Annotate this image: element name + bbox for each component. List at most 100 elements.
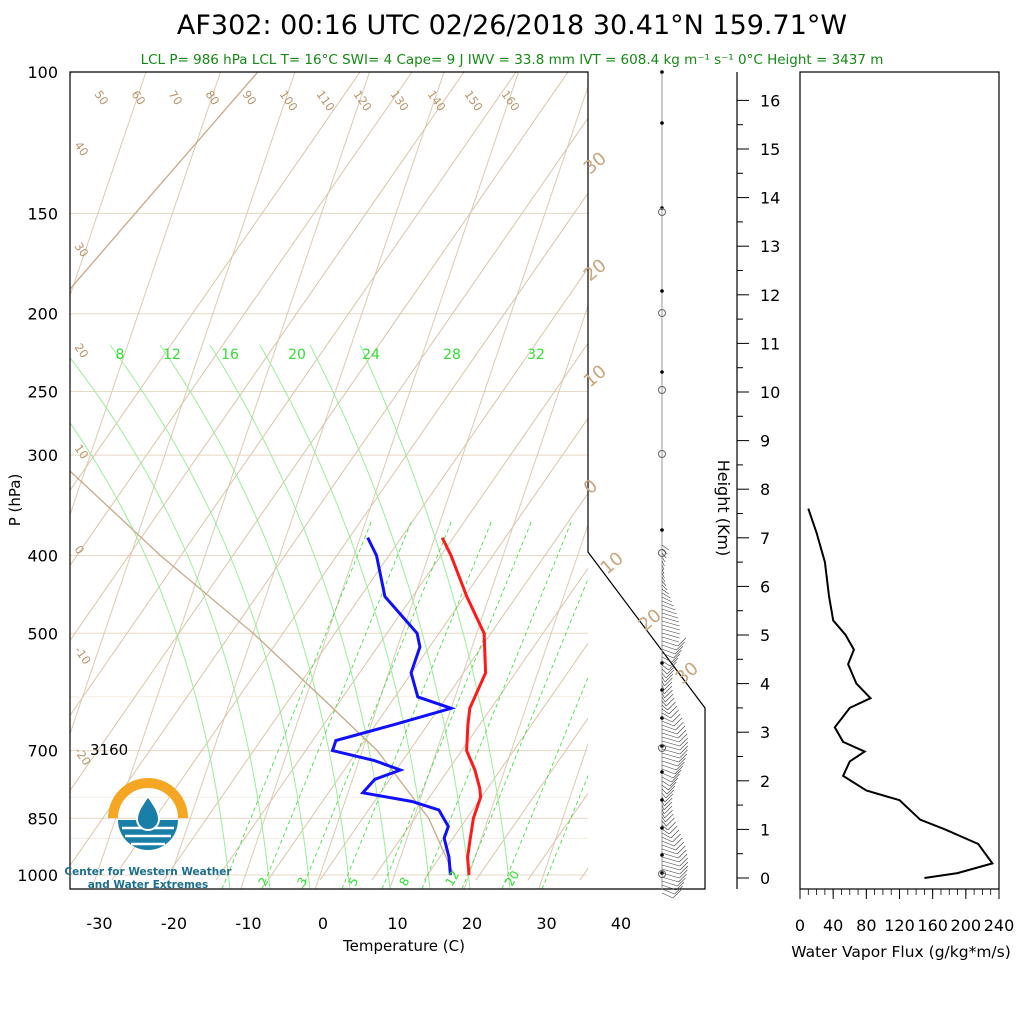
wind-barb-flag (664, 809, 673, 819)
wind-barb-flag (666, 665, 676, 675)
wind-barb-flag (663, 685, 673, 695)
wind-barb-flag (670, 709, 679, 719)
dry-adiabat-label: 130 (388, 88, 412, 114)
wind-barb (661, 688, 665, 695)
wind-barb-flag (674, 765, 684, 775)
wind-barb-flag (665, 669, 675, 679)
wind-barb (661, 832, 672, 839)
height-tick-label: 9 (760, 432, 770, 451)
wind-dot (660, 70, 664, 74)
dry-adiabat-line (111, 192, 588, 881)
wind-barb (661, 596, 673, 603)
flux-panel-frame (799, 71, 1000, 890)
wind-barb (661, 592, 671, 599)
moist-adiabat-line (70, 421, 231, 889)
dry-adiabat-line (788, 72, 1024, 880)
moist-adiabat-label: 20 (288, 347, 306, 363)
wind-barb (661, 584, 668, 591)
annotation-3160: 3160 (90, 741, 128, 759)
wind-barb-flag (672, 889, 682, 899)
wind-barb-flag (678, 873, 687, 883)
isotherm-line (165, 72, 445, 889)
wind-barb (661, 544, 669, 551)
dry-adiabat-line (70, 72, 465, 642)
wind-barb (661, 676, 666, 683)
right-isotherm-label: 10 (580, 361, 611, 392)
wind-barb-flag (666, 785, 676, 795)
wind-barb (661, 616, 680, 623)
wind-dot (660, 661, 664, 665)
isotherm-line (761, 72, 1024, 892)
pressure-tick-label: 700 (27, 742, 58, 761)
wind-barb (661, 772, 674, 779)
calm-wind-circle (658, 450, 666, 458)
height-tick-label: 3 (760, 723, 770, 742)
height-tick-label: 12 (760, 286, 780, 305)
pressure-tick-label: 500 (27, 624, 58, 643)
wind-barb-flag (673, 649, 682, 659)
wind-barb (661, 860, 680, 867)
wind-barb-flag (676, 761, 685, 771)
wind-barb (661, 776, 672, 783)
wind-barb (661, 600, 674, 607)
wind-barb (661, 768, 675, 775)
pressure-tick-label: 200 (27, 305, 58, 324)
wind-barb (661, 704, 668, 711)
flux-tick-label: 240 (984, 916, 1015, 935)
skewt-panel (69, 70, 1024, 899)
wind-barb (661, 692, 665, 699)
wind-barb (661, 560, 665, 567)
wind-barb (661, 624, 681, 631)
moist-adiabat-line (259, 344, 431, 889)
moist-adiabat-label: 32 (527, 347, 545, 363)
logo-line2: and Water Extremes (88, 879, 209, 891)
wind-barb (661, 752, 680, 759)
wind-barb-flag (671, 773, 680, 783)
pressure-tick-label: 150 (27, 204, 58, 223)
right-isotherm-label: 20 (580, 255, 611, 286)
dry-adiabat-line (70, 117, 588, 867)
pressure-tick-label: 250 (27, 383, 58, 402)
wind-barb (661, 780, 671, 787)
left-isotherm-label: 20 (72, 341, 92, 361)
logo-line1: Center for Western Weather (64, 866, 232, 878)
wind-barb (661, 588, 669, 595)
mixing-ratio-line (381, 519, 533, 889)
wind-barb-flag (674, 645, 684, 655)
profiles (330, 536, 488, 876)
flux-tick-label: 120 (884, 916, 915, 935)
isotherm-line (70, 72, 147, 298)
mixing-ratio-line (501, 676, 588, 889)
wind-barb (661, 884, 677, 891)
wind-barb (661, 648, 676, 655)
calm-wind-circle (658, 744, 666, 752)
wind-barb-flag (669, 777, 679, 787)
right-isotherm-label: 20 (635, 605, 666, 636)
wind-barb-flag (673, 717, 683, 727)
wind-barb-flag (674, 885, 683, 895)
wind-barb (661, 548, 668, 555)
wind-barb-flag (672, 713, 681, 723)
wind-barb-flag (663, 681, 673, 691)
wind-barb (661, 852, 679, 859)
wind-barb-flag (663, 805, 673, 815)
wind-barb-flag (664, 677, 673, 687)
wind-barb (661, 580, 667, 587)
wind-barb-flag (673, 769, 682, 779)
flux-profile-line (807, 508, 995, 879)
isotherm-line (389, 304, 588, 889)
moist-adiabat-line (309, 344, 471, 889)
wind-barb (661, 840, 675, 847)
height-tick-label: 7 (760, 529, 770, 548)
wind-barb (661, 864, 681, 871)
wind-barb-flag (663, 801, 673, 811)
wind-barb (661, 744, 681, 751)
wind-barbs (658, 70, 689, 899)
wind-dot (660, 528, 664, 532)
calm-wind-circle (658, 549, 666, 557)
wind-barb (661, 556, 666, 563)
isotherm-line (70, 72, 221, 517)
background-lines (70, 72, 1024, 892)
dry-adiabat-line (579, 867, 588, 881)
wind-barb (661, 876, 679, 883)
